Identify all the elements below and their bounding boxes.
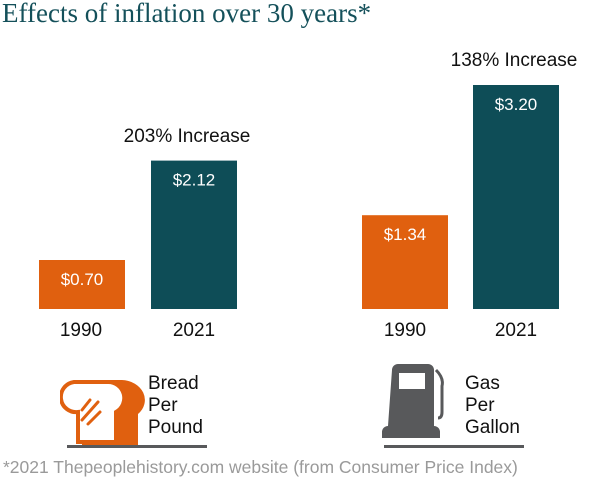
category-line: Per [148, 395, 178, 416]
x-tick-label: 1990 [59, 320, 103, 341]
bar-2021 [151, 160, 237, 309]
divider [384, 445, 524, 448]
x-tick-label: 2021 [494, 320, 538, 341]
data-label: $0.70 [61, 270, 104, 289]
category-line: Pound [148, 417, 203, 438]
data-label: $1.34 [384, 225, 427, 244]
category-line: Gas [465, 373, 500, 394]
increase-annotation: 203% Increase [123, 125, 251, 147]
chart-title: Effects of inflation over 30 years* [2, 0, 372, 28]
bread-toast-icon [60, 379, 145, 446]
category-label-bread: Bread Per Pound [148, 373, 203, 439]
data-label: $3.20 [495, 95, 538, 114]
increase-annotation: 138% Increase [450, 50, 578, 71]
category-line: Bread [148, 373, 199, 394]
category-label-gas: Gas Per Gallon [465, 373, 520, 439]
category-line: Gallon [465, 417, 520, 438]
category-line: Per [465, 395, 495, 416]
x-tick-label: 2021 [172, 320, 216, 341]
gas-pump-icon [382, 364, 444, 438]
bar-1990 [362, 215, 448, 309]
x-tick-label: 1990 [383, 320, 427, 341]
bar-1990 [39, 260, 125, 309]
divider [67, 445, 207, 448]
data-label: $2.12 [173, 171, 216, 190]
bar-2021 [473, 85, 559, 309]
footnote: *2021 Thepeoplehistory.com website (from… [3, 457, 518, 477]
